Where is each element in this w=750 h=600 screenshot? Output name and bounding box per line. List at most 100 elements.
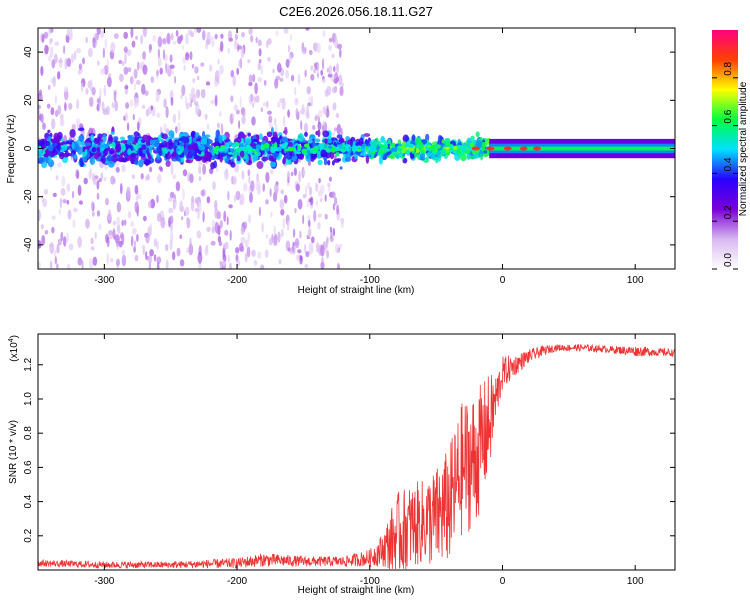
heatmap-cell [316,150,321,160]
heatmap-cell [60,231,64,242]
heatmap-cell [92,37,96,48]
heatmap-cell [198,160,203,166]
heatmap-cell [208,153,212,163]
heatmap-cell [307,150,311,154]
heatmap-cell [38,261,41,268]
heatmap-cell [89,156,96,166]
heatmap-cell [296,254,300,262]
heatmap-cell [88,258,94,269]
heatmap-cell [305,185,308,197]
heatmap-y-ticks: -40 -20 0 20 40 [23,46,675,252]
heatmap-cell [313,62,317,68]
heatmap-cell [52,76,56,88]
heatmap-cell [269,188,272,197]
heatmap-cell [390,143,395,147]
heatmap-cell [210,240,216,246]
heatmap-cell [106,130,110,137]
heatmap-cell [137,140,142,145]
heatmap-cell [244,239,249,248]
heatmap-cell [107,209,112,221]
heatmap-cell [252,102,255,108]
heatmap-cell [140,173,144,180]
heatmap-cell [98,95,102,108]
heatmap-cell [324,150,332,159]
heatmap-cell [308,228,312,238]
heatmap-cell [310,65,314,71]
heatmap-cell [108,73,112,78]
heatmap-x-ticks: -300 -200 -100 0 100 [94,28,644,286]
heatmap-cell [252,73,256,83]
heatmap-cell [470,142,474,148]
heatmap-cell [322,106,328,115]
heatmap-cell [51,226,55,234]
heatmap-cell [270,147,276,153]
heatmap-cell [65,141,71,145]
heatmap-cell [121,219,124,227]
heatmap-cell [116,224,121,235]
heatmap-cell [466,137,472,145]
heatmap-cell [156,112,161,118]
heatmap-cell [240,236,246,244]
heatmap-cell [323,158,328,166]
heatmap-cell [324,213,328,220]
heatmap-cell [185,52,190,61]
heatmap-cell [420,149,425,154]
heatmap-cell [106,253,109,265]
heatmap-cell [327,183,331,193]
heatmap-cell [98,223,102,231]
heatmap-cell [302,194,307,199]
heatmap-cell [63,45,66,55]
heatmap-cell [468,146,473,152]
heatmap-cell [340,148,346,153]
heatmap-cell [92,256,98,266]
heatmap-cell [115,143,122,153]
heatmap-cell [255,144,261,150]
heatmap-cell [133,245,137,253]
heatmap-cell [205,81,211,86]
heatmap-cell [214,221,219,234]
heatmap-cell [148,261,151,269]
heatmap-cell [156,256,162,264]
heatmap-cell [231,144,237,148]
heatmap-cell [210,99,216,105]
heatmap-cell [132,113,135,121]
heatmap-cell [294,98,299,106]
heatmap-cell [268,237,273,246]
heatmap-cell [102,133,107,143]
heatmap-cell [258,59,262,64]
heatmap-cell [156,261,160,269]
heatmap-cell [211,219,216,228]
heatmap-cell [60,113,64,121]
heatmap-cell [42,198,47,208]
heatmap-cell [147,151,151,158]
heatmap-cell [57,105,62,115]
heatmap-cell [301,104,305,115]
snr-x-tick-label: 100 [627,576,644,587]
heatmap-cell [170,69,174,75]
heatmap-cell [175,126,178,134]
heatmap-cell [165,160,171,168]
heatmap-cell [191,195,195,203]
heatmap-cell [239,96,242,108]
heatmap-cell [257,77,262,83]
heatmap-cell [144,159,151,166]
heatmap-cell [273,225,276,237]
heatmap-cell [96,180,100,190]
heatmap-cell [51,142,58,147]
heatmap-cell [318,177,321,184]
heatmap-cell [198,202,202,214]
heatmap-cell [72,219,76,229]
heatmap-cell [136,233,139,242]
heatmap-cell [193,28,198,34]
heatmap-cell [227,47,230,54]
heatmap-cell [290,171,294,177]
heatmap-cell [287,109,290,118]
heatmap-cell [148,43,152,52]
heatmap-cell [236,155,241,162]
heatmap-cell [77,236,82,248]
heatmap-cell [179,200,184,212]
heatmap-cell [210,36,215,48]
heatmap-cell [237,45,243,50]
heatmap-cell [272,239,278,247]
heatmap-cell [243,111,246,117]
